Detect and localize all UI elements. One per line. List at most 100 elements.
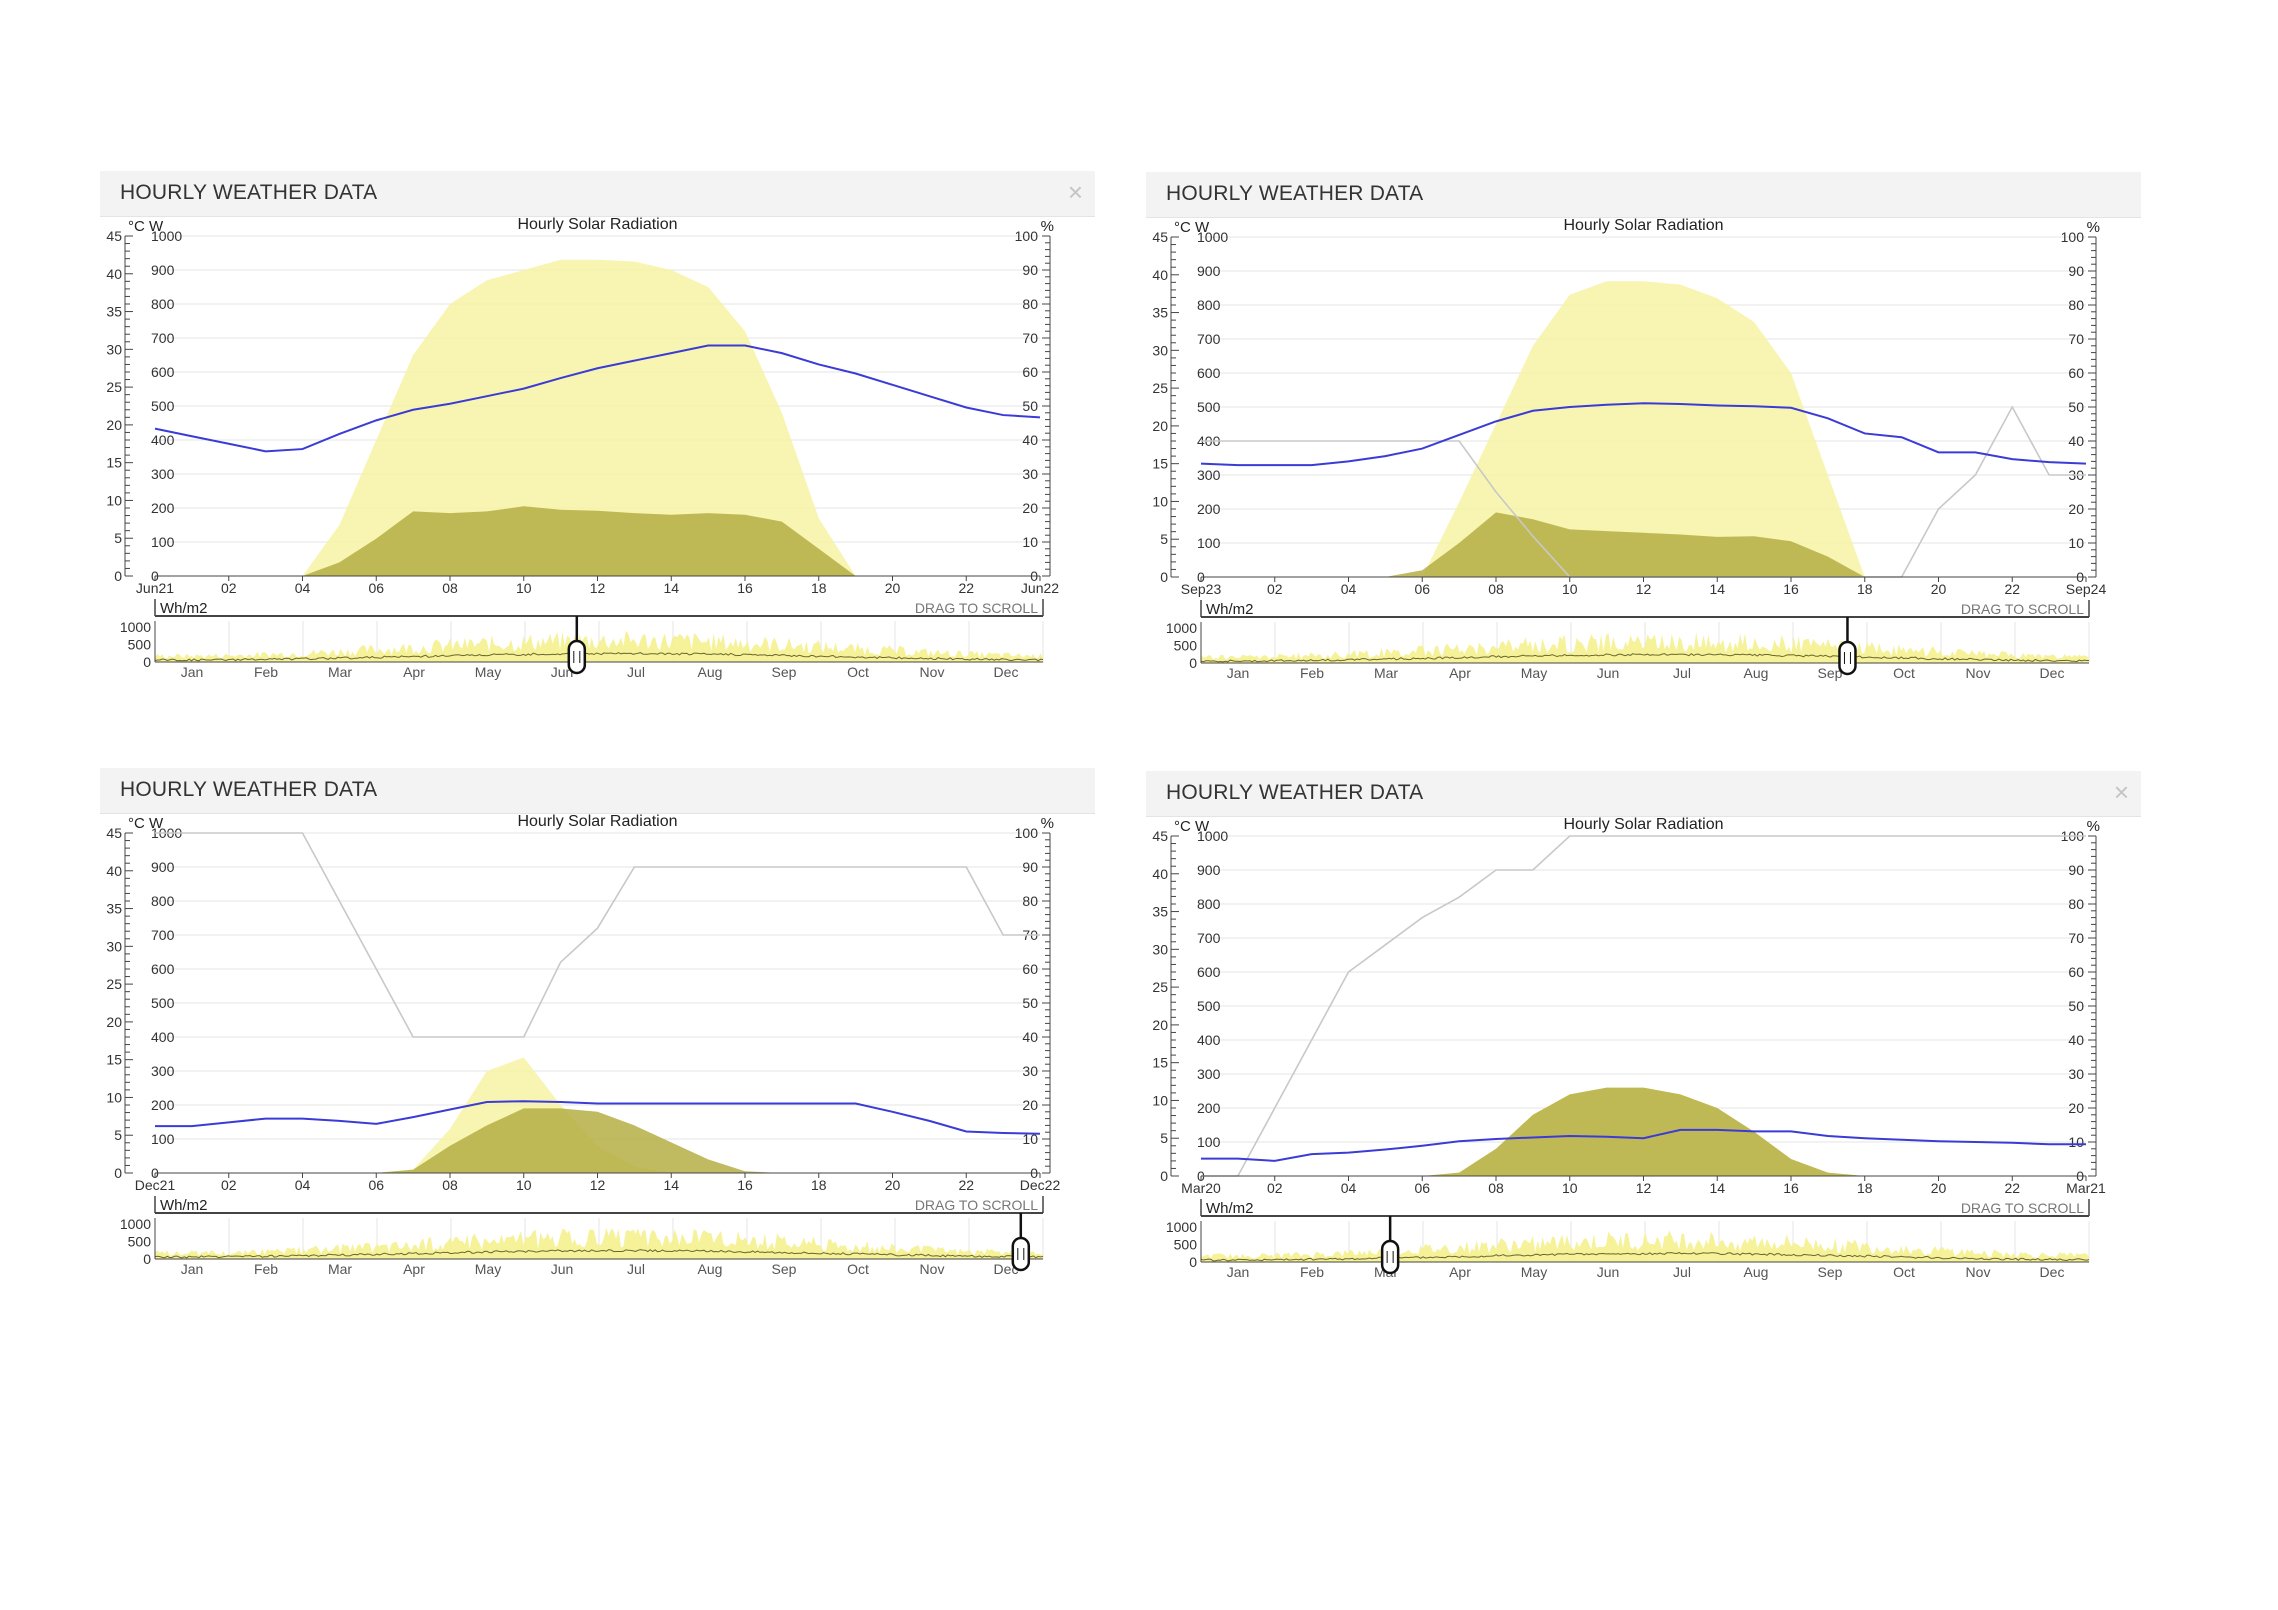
percent-tick-label: 60: [2068, 964, 2084, 980]
temperature-tick-label: 45: [106, 228, 122, 244]
overview-month-label: Apr: [1449, 1264, 1471, 1280]
percent-tick-label: 20: [1022, 1097, 1038, 1113]
radiation-tick-label: 800: [151, 296, 175, 312]
overview-month-label: Nov: [920, 664, 945, 680]
x-tick-label: 14: [1709, 581, 1725, 597]
percent-tick-label: 40: [2068, 1032, 2084, 1048]
percent-tick-label: 70: [1022, 330, 1038, 346]
x-tick-label: Dec22: [1020, 1177, 1061, 1193]
x-tick-label: 20: [1931, 1180, 1947, 1196]
solar-radiation-chart: °C W Hourly Solar Radiation % 0 5 10 15 20 25 30 3…: [1152, 217, 2106, 681]
temperature-tick-label: 35: [1152, 305, 1168, 321]
x-tick-label: Jun22: [1021, 580, 1059, 596]
temperature-tick-label: 0: [114, 1165, 122, 1181]
overview-radiation-area: [1201, 1230, 2089, 1262]
x-tick-label: 10: [1562, 1180, 1578, 1196]
radiation-tick-label: 100: [1197, 1134, 1221, 1150]
x-tick-label: Mar21: [2066, 1180, 2106, 1196]
temperature-tick-label: 25: [106, 976, 122, 992]
solar-radiation-chart: °C W Hourly Solar Radiation % 0 5 10 15 20 25 30 3…: [1152, 816, 2106, 1280]
radiation-tick-label: 700: [151, 330, 175, 346]
overview-month-label: Mar: [1374, 665, 1398, 681]
radiation-tick-label: 400: [1197, 1032, 1221, 1048]
overview-month-label: Nov: [920, 1261, 945, 1277]
temperature-tick-label: 5: [114, 530, 122, 546]
radiation-tick-label: 100: [1197, 535, 1221, 551]
overview-y-tick-label: 1000: [1166, 1219, 1197, 1235]
percent-tick-label: 100: [2061, 229, 2085, 245]
x-tick-label: 22: [2004, 1180, 2020, 1196]
x-tick-label: 04: [295, 580, 311, 596]
overview-y-tick-label: 1000: [120, 619, 151, 635]
scroll-handle[interactable]: [1011, 1236, 1031, 1272]
overview-month-label: Jul: [627, 664, 645, 680]
radiation-tick-label: 300: [1197, 1066, 1221, 1082]
x-tick-label: 22: [958, 580, 974, 596]
temperature-tick-label: 30: [106, 341, 122, 357]
overview-y-tick-label: 0: [1189, 1254, 1197, 1270]
overview-mean-line: [154, 1249, 1044, 1259]
percent-tick-label: 50: [2068, 998, 2084, 1014]
close-icon[interactable]: ×: [1067, 177, 1083, 207]
temperature-tick-label: 45: [1152, 229, 1168, 245]
direct-radiation-area: [155, 1108, 1040, 1173]
percent-tick-label: 10: [2068, 535, 2084, 551]
weather-panel-4: HOURLY WEATHER DATA × °C W Hourly Solar R…: [1146, 771, 2141, 1336]
panel-header: HOURLY WEATHER DATA ×: [1146, 771, 2141, 817]
temperature-tick-label: 15: [1152, 1055, 1168, 1071]
overview-mean-line: [1200, 1252, 2090, 1262]
temperature-tick-label: 25: [1152, 380, 1168, 396]
x-tick-label: 12: [1636, 581, 1652, 597]
percent-tick-label: 50: [1022, 398, 1038, 414]
radiation-tick-label: 600: [151, 364, 175, 380]
overview-units: Wh/m2: [1206, 601, 1254, 618]
chart-title: Hourly Solar Radiation: [1563, 217, 1723, 234]
x-tick-label: Jun21: [136, 580, 174, 596]
percent-tick-label: 90: [2068, 862, 2084, 878]
percent-tick-label: 80: [1022, 296, 1038, 312]
scroll-handle[interactable]: [1380, 1239, 1400, 1275]
percent-tick-label: 40: [2068, 433, 2084, 449]
radiation-tick-label: 1000: [151, 228, 182, 244]
overview-month-label: Feb: [1300, 665, 1324, 681]
x-tick-label: 02: [221, 1177, 237, 1193]
x-tick-label: 18: [1857, 1180, 1873, 1196]
x-tick-label: 22: [958, 1177, 974, 1193]
panel-title: HOURLY WEATHER DATA: [1166, 781, 1424, 804]
radiation-tick-label: 300: [151, 466, 175, 482]
x-tick-label: 22: [2004, 581, 2020, 597]
temperature-tick-label: 0: [1160, 569, 1168, 585]
temperature-tick-label: 40: [106, 863, 122, 879]
x-tick-label: 08: [1488, 581, 1504, 597]
radiation-tick-label: 600: [1197, 365, 1221, 381]
percent-tick-label: 70: [2068, 331, 2084, 347]
overview-month-label: Jun: [1597, 665, 1620, 681]
panel-title: HOURLY WEATHER DATA: [120, 181, 378, 204]
x-tick-label: 04: [1341, 581, 1357, 597]
temperature-tick-label: 25: [1152, 979, 1168, 995]
percent-tick-label: 10: [2068, 1134, 2084, 1150]
radiation-tick-label: 900: [1197, 862, 1221, 878]
x-tick-label: 14: [663, 580, 679, 596]
percent-tick-label: 90: [2068, 263, 2084, 279]
overview-y-tick-label: 0: [143, 1251, 151, 1267]
scroll-handle[interactable]: [567, 639, 587, 675]
temperature-tick-label: 30: [1152, 342, 1168, 358]
overview-month-label: Mar: [328, 664, 352, 680]
x-tick-label: 06: [368, 580, 384, 596]
global-radiation-area: [155, 259, 1040, 576]
overview-month-label: Jan: [181, 1261, 204, 1277]
overview-month-label: Jun: [1597, 1264, 1620, 1280]
scroll-handle[interactable]: [1838, 640, 1857, 676]
x-tick-label: 14: [1709, 1180, 1725, 1196]
temperature-tick-label: 10: [106, 492, 122, 508]
overview-month-label: Jul: [627, 1261, 645, 1277]
overview-month-label: Jun: [551, 664, 574, 680]
radiation-tick-label: 500: [1197, 399, 1221, 415]
temperature-tick-label: 20: [1152, 418, 1168, 434]
close-icon[interactable]: ×: [2113, 777, 2129, 807]
left-axis-units: °C W: [1174, 818, 1210, 835]
drag-to-scroll-label: DRAG TO SCROLL: [1961, 1200, 2084, 1216]
radiation-tick-label: 200: [151, 1097, 175, 1113]
radiation-tick-label: 800: [151, 893, 175, 909]
